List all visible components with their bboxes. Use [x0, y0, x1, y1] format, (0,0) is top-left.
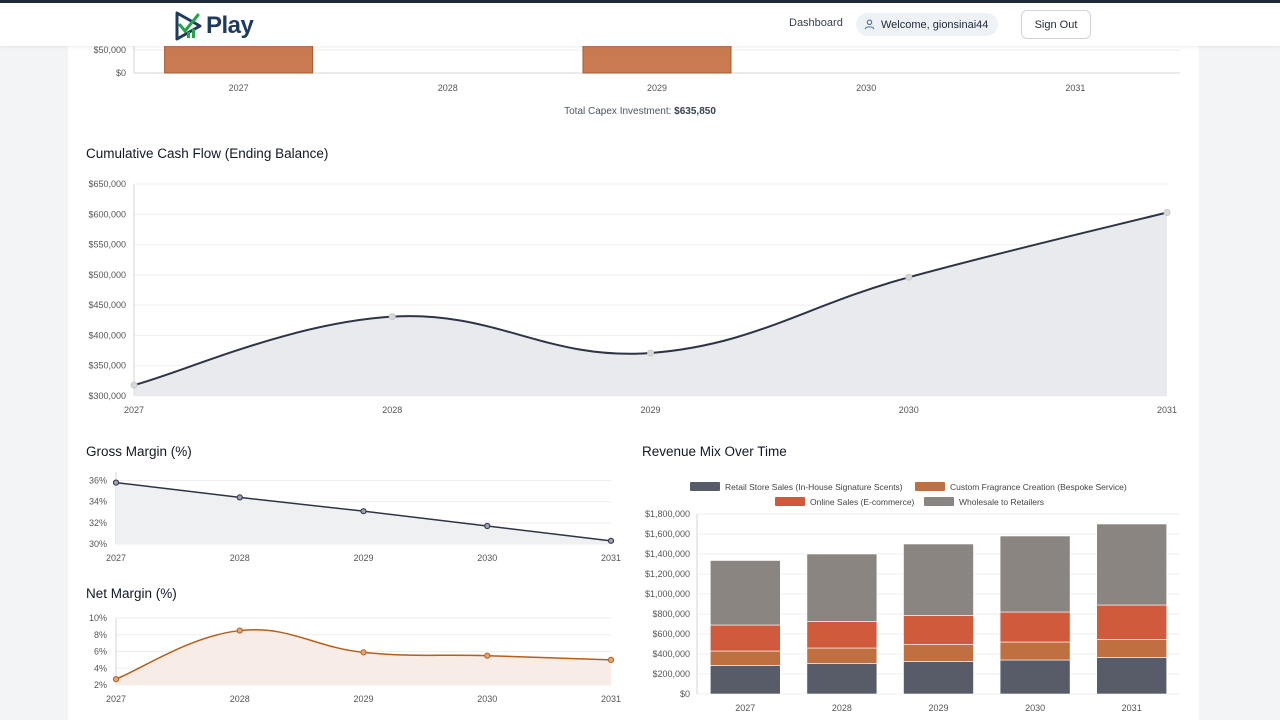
capex-total-line: Total Capex Investment: $635,850	[0, 106, 1280, 117]
capex-chart: $50,000 $0 2027 2028 2029 2030 2031	[93, 46, 1180, 93]
capex-y-tick: $50,000	[93, 46, 126, 55]
net-margin-title: Net Margin (%)	[86, 586, 177, 601]
welcome-text: Welcome, gionsinai44	[881, 18, 989, 31]
cumulative-chart-title: Cumulative Cash Flow (Ending Balance)	[86, 146, 329, 161]
user-icon	[864, 19, 875, 30]
sign-out-button[interactable]: Sign Out	[1021, 10, 1091, 39]
capex-x-tick: 2028	[438, 83, 458, 93]
play-logo-icon	[175, 11, 202, 41]
capex-x-tick: 2030	[856, 83, 876, 93]
nav-dashboard-link[interactable]: Dashboard	[789, 17, 843, 29]
capex-total-label: Total Capex Investment:	[564, 106, 672, 117]
logo-text: Play	[206, 12, 254, 39]
top-navbar: Play Dashboard Welcome, gionsinai44 Sign…	[0, 0, 1280, 46]
capex-bar	[582, 46, 732, 74]
capex-x-tick: 2031	[1065, 83, 1085, 93]
app-logo[interactable]: Play	[174, 9, 254, 43]
capex-y-tick: $0	[116, 68, 126, 78]
capex-x-tick: 2027	[229, 83, 249, 93]
user-welcome-badge[interactable]: Welcome, gionsinai44	[856, 13, 999, 36]
capex-total-value: $635,850	[674, 106, 716, 117]
revenue-mix-title: Revenue Mix Over Time	[642, 444, 787, 459]
capex-bar	[164, 46, 314, 74]
gross-margin-title: Gross Margin (%)	[86, 444, 192, 459]
capex-x-tick: 2029	[647, 83, 667, 93]
